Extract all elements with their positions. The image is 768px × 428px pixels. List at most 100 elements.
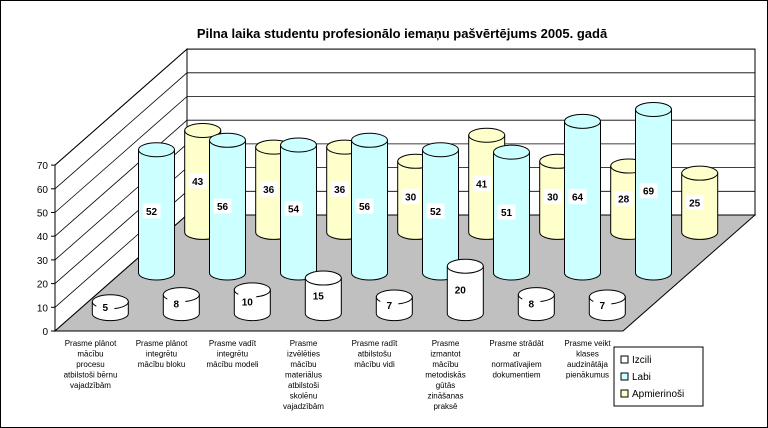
data-label-bg [330, 181, 349, 197]
category-label-line: procesu [76, 360, 104, 369]
data-label: 10 [238, 293, 257, 309]
data-label-bg [497, 204, 516, 220]
data-label: 20 [451, 281, 470, 297]
data-label-text: 7 [387, 301, 393, 312]
gridline [54, 72, 755, 190]
category-label: Prasme izvēlēties mācību materiālus atbilsto… [283, 339, 324, 411]
category-label-line: izvēlēties [287, 350, 320, 359]
category-label-line: zināšanas [427, 392, 463, 401]
data-label-text: 20 [455, 285, 467, 296]
category-label-line: gūtās [436, 381, 456, 390]
bar-top [304, 270, 342, 286]
y-tick-label: 10 [37, 303, 49, 314]
y-tick-label: 60 [37, 185, 49, 196]
bar-top [422, 142, 459, 158]
data-label: 30 [401, 188, 420, 204]
category-label-line: metodiskās [425, 371, 465, 380]
category-label-line: integrētu [146, 350, 177, 359]
category-label-line: mācību bloku [138, 360, 186, 369]
data-label-bg [401, 188, 420, 204]
bar-top [564, 113, 601, 129]
data-label-text: 56 [217, 202, 229, 213]
category-label-line: mācību [290, 360, 316, 369]
category-label-line: Prasme plānot [136, 339, 188, 348]
data-label: 69 [639, 183, 658, 199]
category-label: Prasme strādāt ar normatīvajiem dokumentiem [489, 339, 544, 380]
data-label-bg [96, 299, 115, 315]
y-axis: 0 10 20 30 40 50 60 70 [37, 161, 55, 338]
bar [681, 165, 719, 240]
data-label: 56 [213, 198, 232, 214]
data-labels: 43 36 36 30 41 30 28 25 52 56 54 56 52 51 64 69 5 8 10 15 7 2… [96, 173, 704, 315]
data-label-bg [568, 189, 587, 205]
category-label-line: Prasme vadīt [209, 339, 257, 348]
legend: Izcili Labi Apmierinoši [613, 346, 704, 407]
data-label-text: 28 [618, 195, 630, 206]
data-label-text: 30 [547, 192, 559, 203]
data-label-bg [213, 198, 232, 214]
data-label-text: 36 [263, 185, 275, 196]
data-label: 52 [426, 203, 445, 219]
legend-label: Labi [632, 372, 651, 383]
data-label: 30 [543, 188, 562, 204]
y-tick-label: 30 [37, 256, 49, 267]
data-label-text: 56 [359, 202, 371, 213]
data-label: 28 [614, 191, 633, 207]
data-label-bg [639, 183, 658, 199]
data-label-text: 36 [334, 185, 346, 196]
category-label: Prasme vadīt integrētu mācību modeli [206, 339, 258, 369]
category-label-line: materiālus [285, 371, 322, 380]
data-label-text: 8 [529, 300, 535, 311]
data-label-bg [472, 175, 491, 191]
bar-top [138, 142, 175, 158]
y-tick-label: 20 [37, 280, 49, 291]
category-label-line: mācību [432, 360, 458, 369]
bar-top [493, 144, 530, 160]
bar-top [635, 101, 672, 117]
data-label: 8 [522, 296, 541, 312]
data-label: 56 [355, 198, 374, 214]
category-label-line: mācību modeli [206, 360, 258, 369]
data-label-bg [309, 287, 328, 303]
data-label: 36 [330, 181, 349, 197]
category-label-line: normatīvajiem [491, 360, 542, 369]
data-label: 7 [593, 297, 612, 313]
data-label-bg [355, 198, 374, 214]
data-label: 51 [497, 204, 516, 220]
data-label: 54 [284, 201, 303, 217]
data-label-bg [426, 203, 445, 219]
category-label-line: vajadzībām [283, 402, 324, 411]
bar-top [681, 165, 719, 181]
data-label-bg [593, 297, 612, 313]
category-label-line: praksē [433, 402, 458, 411]
data-label: 41 [472, 175, 491, 191]
category-label-line: mācību vidi [354, 360, 395, 369]
category-label-line: Prasme [432, 339, 460, 348]
data-label-text: 51 [501, 208, 513, 219]
category-label-line: klases [576, 350, 599, 359]
data-label: 15 [309, 287, 328, 303]
data-label-text: 7 [600, 301, 606, 312]
data-label-text: 43 [192, 177, 204, 188]
data-label-bg [167, 296, 186, 312]
data-label: 7 [380, 297, 399, 313]
category-label-line: dokumentiem [492, 371, 540, 380]
category-label-line: pienākumus [566, 371, 609, 380]
category-label-line: Prasme strādāt [489, 339, 544, 348]
data-label: 5 [96, 299, 115, 315]
legend-label: Izcili [632, 355, 651, 366]
data-label-text: 15 [313, 291, 325, 302]
legend-box [613, 346, 704, 407]
data-label-bg [451, 281, 470, 297]
y-tick-label: 50 [37, 209, 49, 220]
category-label: Prasme izmantot mācību metodiskās gūtās zināš… [425, 339, 465, 411]
category-label-line: integrētu [217, 350, 248, 359]
bar-top [351, 132, 388, 148]
data-label-bg [284, 201, 303, 217]
category-labels: Prasme plānot mācību procesu atbilstoši bēr… [64, 339, 612, 411]
category-label-line: atbilstošu [358, 350, 392, 359]
data-label: 36 [259, 181, 278, 197]
category-label-line: Prasme [290, 339, 318, 348]
category-label-line: audzinātāja [567, 360, 608, 369]
bar-top [446, 258, 484, 274]
